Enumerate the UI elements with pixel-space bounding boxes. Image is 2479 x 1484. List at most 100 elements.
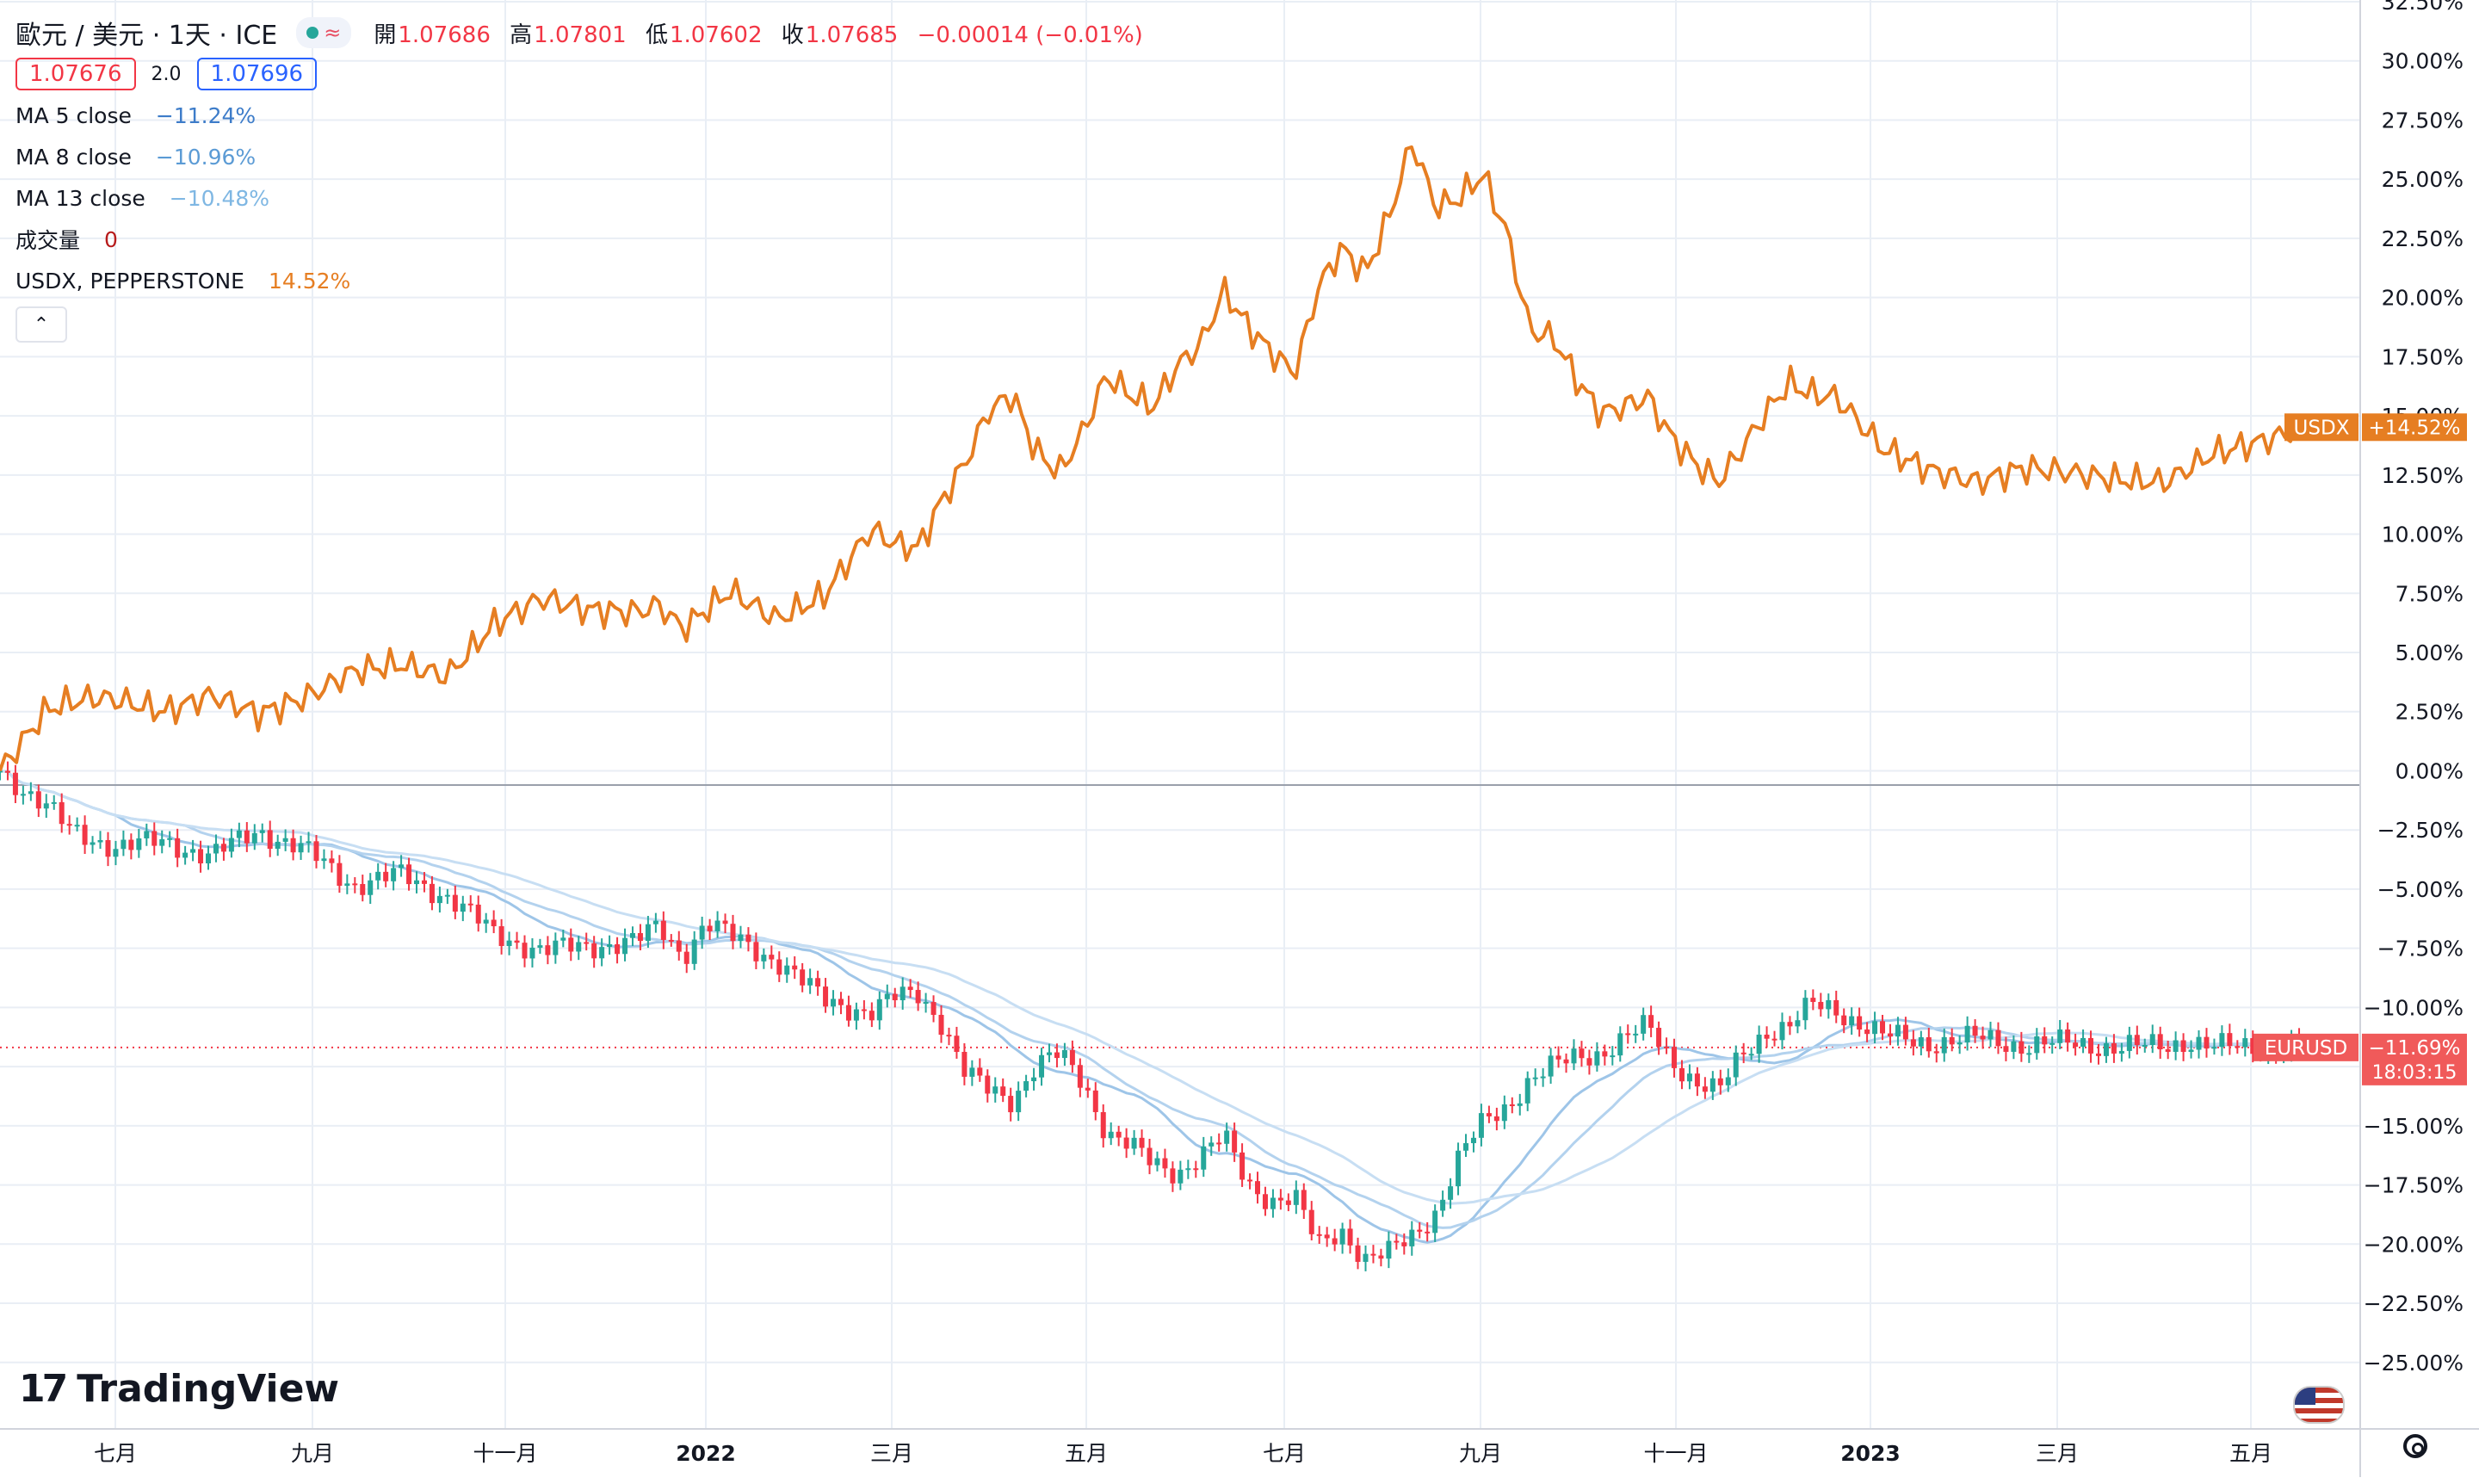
candle-body xyxy=(1139,1137,1145,1148)
candle-body xyxy=(907,986,913,991)
candle-body xyxy=(1988,1030,1994,1040)
candle-body xyxy=(66,824,72,826)
symbol-row: 歐元 / 美元 · 1天 · ICE ≈ 開1.07686 高1.07801 低… xyxy=(15,12,1155,53)
candle-body xyxy=(90,842,96,845)
candle-body xyxy=(1224,1130,1230,1144)
close-value: 1.07685 xyxy=(805,22,899,48)
collapse-legend-button[interactable]: ⌃ xyxy=(15,306,67,343)
candle-body xyxy=(59,801,65,825)
eurusd-value-tag xyxy=(2362,1033,2467,1085)
candle-body xyxy=(2049,1042,2056,1045)
candle-body xyxy=(738,934,744,942)
candle-body xyxy=(1185,1168,1191,1171)
indicator-volume[interactable]: 成交量 0 xyxy=(15,219,1155,260)
x-tick-label: 五月 xyxy=(2229,1441,2272,1466)
candle-body xyxy=(167,838,173,840)
candle-body xyxy=(220,844,226,852)
x-tick-label: 2022 xyxy=(676,1441,736,1466)
candle-body xyxy=(707,925,713,931)
candle-body xyxy=(375,871,381,881)
y-tick-label: −7.50% xyxy=(2377,937,2464,962)
candle-body xyxy=(1617,1033,1623,1056)
usdx-symbol-tag xyxy=(2284,413,2358,442)
candle-body xyxy=(1085,1087,1091,1091)
y-tick-label: −17.50% xyxy=(2364,1173,2464,1198)
candle-body xyxy=(12,772,18,795)
candle-body xyxy=(329,858,335,863)
candle-body xyxy=(28,791,34,795)
candle-body xyxy=(1764,1034,1770,1039)
candle-body xyxy=(584,942,590,944)
indicator-ma5[interactable]: MA 5 close −11.24% xyxy=(15,95,1155,136)
market-status[interactable]: ≈ xyxy=(296,17,352,48)
candle-body xyxy=(51,801,57,804)
candle-body xyxy=(1031,1077,1037,1082)
candle-body xyxy=(1000,1086,1006,1097)
us-flag-icon[interactable] xyxy=(2293,1386,2345,1424)
candle-body xyxy=(1301,1190,1307,1210)
candle-body xyxy=(2011,1041,2017,1052)
candle-body xyxy=(444,894,450,897)
candle-body xyxy=(1571,1048,1577,1064)
candle-body xyxy=(2235,1046,2241,1048)
indicator-ma13[interactable]: MA 13 close −10.48% xyxy=(15,177,1155,219)
ma-8-line xyxy=(0,770,2308,1229)
price-tags: USDX +14.52% EURUSD −11.69%18:03:15 xyxy=(2253,413,2467,1085)
candle-body xyxy=(1586,1058,1592,1066)
candle-body xyxy=(1193,1168,1199,1171)
x-tick-label: 七月 xyxy=(94,1441,137,1466)
indicator-ma8[interactable]: MA 8 close −10.96% xyxy=(15,136,1155,177)
candle-body xyxy=(691,939,697,964)
candle-body xyxy=(969,1067,975,1077)
y-tick-label: −5.00% xyxy=(2377,877,2464,902)
candle-body xyxy=(961,1052,967,1077)
sell-bid-button[interactable]: 1.07676 xyxy=(15,58,136,90)
candle-body xyxy=(977,1067,983,1076)
indicator-usdx-compare[interactable]: USDX, PEPPERSTONE 14.52% xyxy=(15,260,1155,301)
candle-body xyxy=(1964,1025,1970,1043)
candle-body xyxy=(190,849,196,853)
candle-body xyxy=(1895,1024,1901,1037)
symbol-title[interactable]: 歐元 / 美元 · 1天 · ICE xyxy=(15,21,278,51)
tradingview-logo[interactable]: 17 TradingView xyxy=(19,1367,339,1411)
candle-body xyxy=(753,942,759,962)
candle-body xyxy=(1285,1200,1291,1205)
indicator-value: −11.24% xyxy=(155,102,257,128)
settings-gear-icon[interactable] xyxy=(2403,1434,2427,1458)
y-tick-label: −22.50% xyxy=(2364,1291,2464,1316)
candle-body xyxy=(2188,1049,2194,1052)
y-tick-label: 20.00% xyxy=(2382,286,2464,311)
candle-body xyxy=(1308,1209,1314,1234)
y-tick-label: −10.00% xyxy=(2364,995,2464,1020)
candle-body xyxy=(2103,1042,2109,1056)
candle-body xyxy=(1740,1052,1746,1054)
brand-name: TradingView xyxy=(77,1367,340,1411)
candle-body xyxy=(1941,1036,1947,1054)
x-tick-label: 三月 xyxy=(2036,1441,2079,1466)
candle-body xyxy=(1378,1255,1384,1259)
candle-body xyxy=(1625,1033,1631,1036)
candle-body xyxy=(1478,1113,1484,1138)
x-tick-label: 2023 xyxy=(1840,1441,1901,1466)
candle-body xyxy=(1339,1228,1345,1245)
usdx-value-tag xyxy=(2362,413,2467,442)
candle-body xyxy=(1771,1038,1777,1041)
y-tick-label: 7.50% xyxy=(2396,581,2464,606)
indicator-value: 14.52% xyxy=(268,268,351,294)
candle-body xyxy=(1702,1086,1708,1092)
candle-body xyxy=(360,884,366,895)
candle-body xyxy=(576,942,582,952)
candle-body xyxy=(560,937,566,941)
y-tick-label: 27.50% xyxy=(2382,108,2464,133)
ma-13-line xyxy=(0,770,2307,1205)
ohlc-values: 開1.07686 高1.07801 低1.07602 收1.07685 −0.0… xyxy=(374,17,1154,49)
candle-body xyxy=(930,1002,937,1015)
buy-ask-button[interactable]: 1.07696 xyxy=(196,58,318,90)
candle-body xyxy=(2080,1037,2086,1048)
candle-body xyxy=(1432,1210,1438,1234)
candle-body xyxy=(368,880,374,895)
candle-body xyxy=(676,940,682,952)
low-value: 1.07602 xyxy=(669,22,763,48)
candle-body xyxy=(1486,1113,1492,1116)
